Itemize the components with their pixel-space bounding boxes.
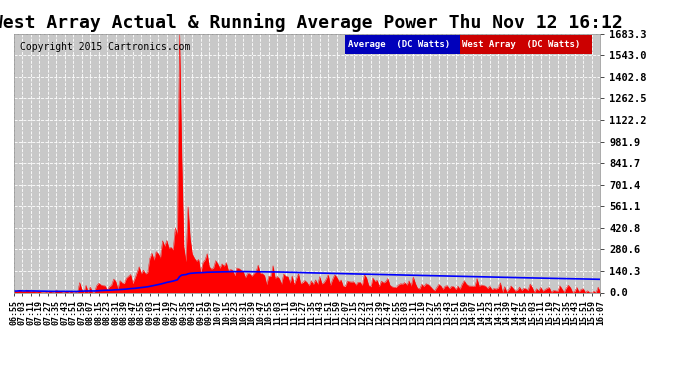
FancyBboxPatch shape xyxy=(345,35,460,54)
Text: Copyright 2015 Cartronics.com: Copyright 2015 Cartronics.com xyxy=(19,42,190,51)
FancyBboxPatch shape xyxy=(460,35,591,54)
Title: West Array Actual & Running Average Power Thu Nov 12 16:12: West Array Actual & Running Average Powe… xyxy=(0,13,622,32)
Text: Average  (DC Watts): Average (DC Watts) xyxy=(348,40,451,50)
Text: West Array  (DC Watts): West Array (DC Watts) xyxy=(462,40,581,50)
